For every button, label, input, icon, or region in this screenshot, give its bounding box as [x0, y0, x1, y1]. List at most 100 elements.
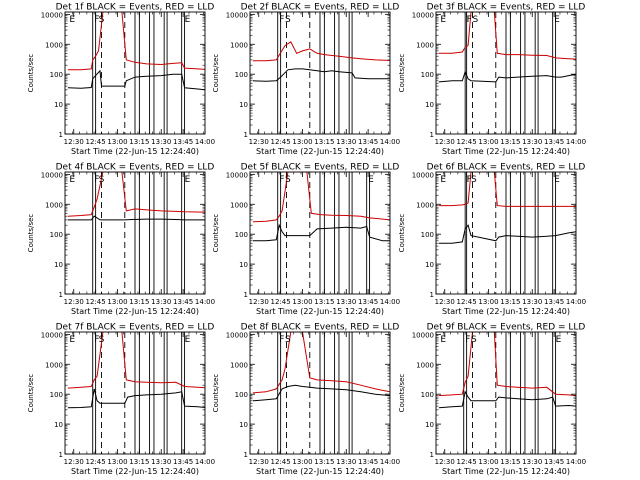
x-tick-label: 14:00 — [380, 298, 400, 306]
y-tick-label: 10 — [239, 101, 248, 109]
flag-label: E — [69, 175, 75, 185]
x-tick-label: 13:30 — [522, 458, 542, 466]
y-tick-label: 10 — [54, 101, 63, 109]
y-tick-label: 1000 — [45, 201, 63, 209]
plot-area — [436, 172, 576, 294]
series-line-lld — [438, 172, 576, 207]
y-tick-label: 10 — [425, 261, 434, 269]
flag-label: E — [185, 15, 191, 25]
x-tick-label: 13:45 — [544, 458, 564, 466]
y-axis-label: Counts/sec — [398, 214, 406, 253]
y-tick-label: 100 — [50, 71, 63, 79]
y-tick-label: 100 — [235, 391, 248, 399]
x-axis-label: Start Time (22-Jun-15 12:24:40) — [71, 147, 199, 156]
flag-label: F — [94, 15, 99, 25]
plot-frame — [64, 171, 206, 295]
y-axis-label: Counts/sec — [398, 374, 406, 413]
plot-area — [250, 172, 390, 294]
x-tick-label: 14:00 — [380, 458, 400, 466]
plot-area — [250, 332, 390, 454]
y-tick-label: 1000 — [230, 41, 248, 49]
flag-label: E — [69, 335, 75, 345]
y-tick-label: 10000 — [41, 11, 63, 19]
panel-title: Det 9f BLACK = Events, RED = LLD — [427, 323, 586, 333]
x-tick-label: 12:45 — [457, 298, 477, 306]
y-tick-label: 1 — [244, 291, 248, 299]
series-line-events — [67, 69, 205, 91]
x-tick-label: 12:30 — [435, 298, 455, 306]
flag-label: S — [471, 175, 477, 185]
series-line-lld — [67, 172, 205, 217]
series-line-events — [252, 223, 390, 242]
flag-label: E — [368, 175, 374, 185]
y-tick-label: 10 — [239, 261, 248, 269]
flag-label: S — [285, 15, 291, 25]
x-tick-label: 13:15 — [129, 458, 149, 466]
x-axis-label: Start Time (22-Jun-15 12:24:40) — [256, 307, 384, 316]
x-tick-label: 12:45 — [86, 458, 106, 466]
x-tick-label: 14:00 — [195, 458, 215, 466]
flag-label: E — [185, 335, 191, 345]
flag-label: F — [279, 175, 284, 185]
plot-area — [436, 12, 576, 134]
x-tick-label: 12:30 — [64, 138, 84, 146]
plot-frame — [64, 11, 206, 135]
y-tick-label: 1 — [59, 291, 63, 299]
y-tick-label: 10000 — [226, 11, 248, 19]
y-tick-label: 100 — [235, 71, 248, 79]
flag-label: S — [473, 15, 479, 25]
flag-label: E — [554, 15, 560, 25]
flag-label: F — [465, 335, 470, 345]
flag-label: E — [440, 335, 446, 345]
x-tick-label: 13:45 — [358, 458, 378, 466]
x-tick-label: 12:45 — [86, 138, 106, 146]
y-axis-label: Counts/sec — [212, 374, 220, 413]
x-tick-label: 13:00 — [478, 138, 498, 146]
y-axis-label: Counts/sec — [27, 374, 35, 413]
flag-label: S — [99, 175, 105, 185]
y-tick-label: 10000 — [226, 331, 248, 339]
x-tick-label: 13:45 — [544, 298, 564, 306]
flag-label: F — [467, 15, 472, 25]
panel-det-7f: Det 7f BLACK = Events, RED = LLD Counts/s… — [27, 323, 215, 477]
x-tick-label: 13:00 — [292, 458, 312, 466]
x-tick-label: 13:45 — [544, 138, 564, 146]
x-tick-label: 12:30 — [435, 138, 455, 146]
flag-label: S — [99, 335, 105, 345]
x-tick-label: 13:00 — [107, 458, 127, 466]
panel-det-3f: Det 3f BLACK = Events, RED = LLD Counts/s… — [398, 3, 586, 157]
x-tick-label: 13:15 — [500, 458, 520, 466]
y-tick-label: 1 — [244, 451, 248, 459]
flag-label: S — [285, 175, 291, 185]
x-axis-label: Start Time (22-Jun-15 12:24:40) — [442, 307, 570, 316]
x-tick-label: 14:00 — [566, 298, 586, 306]
x-tick-label: 14:00 — [566, 138, 586, 146]
flag-label: F — [94, 335, 99, 345]
x-tick-label: 13:30 — [336, 138, 356, 146]
y-tick-label: 10000 — [41, 171, 63, 179]
flag-label: S — [99, 15, 105, 25]
plot-frame — [249, 11, 391, 135]
y-tick-label: 1000 — [416, 41, 434, 49]
y-tick-label: 1000 — [416, 201, 434, 209]
flag-label: F — [467, 175, 472, 185]
flag-label: E — [556, 335, 562, 345]
y-tick-label: 1000 — [230, 361, 248, 369]
series-line-lld — [67, 12, 205, 71]
x-tick-label: 13:45 — [173, 458, 193, 466]
panel-title: Det 8f BLACK = Events, RED = LLD — [241, 323, 400, 333]
y-tick-label: 1 — [430, 131, 434, 139]
panel-title: Det 4f BLACK = Events, RED = LLD — [56, 163, 215, 173]
series-line-events — [252, 68, 390, 82]
y-tick-label: 10000 — [41, 331, 63, 339]
y-tick-label: 10 — [239, 421, 248, 429]
flag-label: F — [94, 175, 99, 185]
plot-area — [65, 332, 205, 454]
plot-area — [436, 332, 576, 454]
panel-det-4f: Det 4f BLACK = Events, RED = LLD Counts/s… — [27, 163, 215, 317]
x-tick-label: 13:00 — [292, 138, 312, 146]
x-tick-label: 12:30 — [64, 298, 84, 306]
x-tick-label: 13:45 — [358, 138, 378, 146]
y-tick-label: 10000 — [412, 11, 434, 19]
panel-title: Det 6f BLACK = Events, RED = LLD — [427, 163, 586, 173]
